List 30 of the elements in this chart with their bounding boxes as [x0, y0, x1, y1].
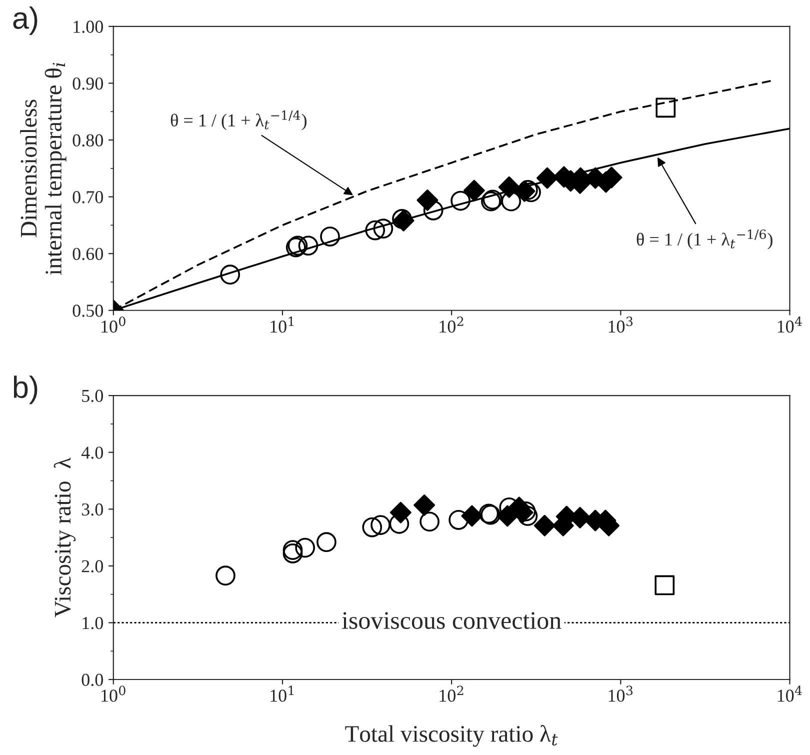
x-tick-label: 10$^{1}$ [270, 686, 294, 702]
y-tick-label: 0.0 [82, 674, 103, 686]
x-tick-label: 10$^{2}$ [440, 316, 464, 333]
y-tick-label: 3.0 [82, 503, 103, 516]
y-tick-label: 0.50 [72, 304, 103, 317]
x-tick-label: 10$^{4}$ [778, 316, 802, 333]
y-tick-label: 1.00 [74, 20, 103, 33]
y-axis-title: Viscosity ratio λ [54, 458, 76, 618]
y-tick-label: 2.0 [82, 560, 103, 572]
x-tick-label: 10$^{1}$ [270, 316, 294, 333]
x-tick-label: 10$^{2}$ [440, 686, 464, 702]
y-tick-label: 0.70 [72, 191, 103, 204]
chart-title: a) [13, 6, 38, 35]
x-tick-label: 10$^{0}$ [102, 316, 126, 333]
y-axis-title: Dimensionless internal temperature θ$_{i}$ [20, 62, 66, 275]
chart-title: b) [14, 376, 38, 404]
y-tick-label: 0.80 [72, 134, 103, 147]
x-tick-label: 10$^{3}$ [608, 316, 633, 333]
x-axis-title: Total viscosity ratio λ$_{t}$ [345, 725, 558, 747]
y-tick-label: 4.0 [81, 446, 103, 459]
annotation: θ = 1 / (1 + λ$_{t}$$^{−1/4}$) [170, 110, 306, 130]
x-tick-label: 10$^{3}$ [608, 686, 633, 702]
x-tick-label: 10$^{4}$ [778, 686, 802, 702]
y-tick-label: 5.0 [82, 390, 103, 402]
annotation: θ = 1 / (1 + λ$_{t}$$^{−1/6}$) [636, 229, 772, 250]
y-tick-label: 0.60 [72, 248, 103, 260]
x-tick-label: 10$^{0}$ [102, 686, 126, 702]
y-tick-label: 0.90 [72, 77, 103, 90]
y-tick-label: 1.0 [82, 616, 103, 630]
ref-line-label: isoviscous convection [342, 612, 562, 629]
